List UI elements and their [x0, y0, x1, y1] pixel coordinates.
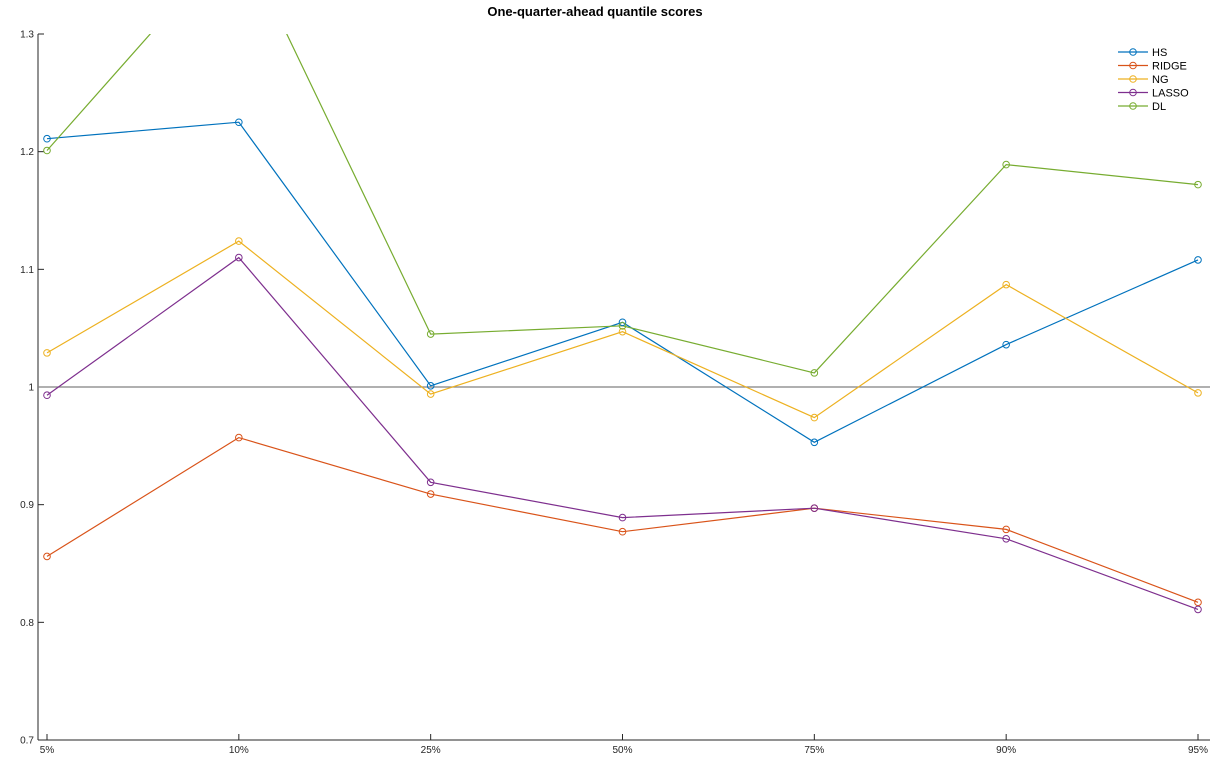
- data-point-dl: [618, 322, 627, 330]
- legend-marker-ridge: [1129, 61, 1137, 70]
- data-point-hs: [235, 118, 243, 127]
- series-line-lasso: [46, 256, 1199, 610]
- legend-label-ridge: RIDGE: [1152, 61, 1187, 73]
- legend-label-ng: NG: [1152, 74, 1169, 86]
- legend-marker-hs: [1129, 48, 1137, 56]
- data-point-ng: [426, 390, 435, 398]
- data-point-ng: [1194, 389, 1202, 397]
- x-tick-label: 95%: [1188, 745, 1208, 756]
- data-point-lasso: [618, 513, 627, 522]
- y-tick-label: 0.8: [20, 618, 34, 629]
- y-tick-label: 0.7: [20, 736, 34, 747]
- data-point-ng: [1002, 280, 1010, 289]
- data-point-ridge: [43, 552, 51, 561]
- data-point-lasso: [43, 391, 51, 400]
- data-point-dl: [1002, 160, 1010, 169]
- data-point-dl: [43, 146, 51, 155]
- x-tick-label: 25%: [421, 745, 441, 756]
- data-point-hs: [618, 318, 627, 327]
- markers-group: [43, 118, 1202, 614]
- data-point-hs: [43, 134, 51, 143]
- data-point-dl: [1194, 180, 1202, 189]
- legend-label-dl: DL: [1152, 101, 1166, 113]
- y-tick-label: 1.3: [20, 30, 34, 41]
- chart-title: One-quarter-ahead quantile scores: [487, 4, 702, 19]
- legend-label-lasso: LASSO: [1152, 88, 1189, 100]
- legend-marker-lasso: [1129, 88, 1137, 97]
- data-point-ng: [235, 237, 243, 245]
- data-point-hs: [810, 438, 819, 447]
- series-line-dl: [46, 34, 1199, 374]
- x-tick-label: 75%: [804, 745, 824, 756]
- x-tick-label: 50%: [612, 745, 632, 756]
- y-tick-label: 1.1: [20, 265, 34, 276]
- x-tick-label: 5%: [40, 745, 55, 756]
- data-point-ridge: [235, 433, 243, 442]
- data-point-ridge: [426, 490, 435, 498]
- y-tick-label: 1.2: [20, 147, 34, 158]
- y-tick-label: 0.9: [20, 500, 34, 511]
- x-tick-label: 90%: [996, 745, 1016, 756]
- legend-label-hs: HS: [1152, 47, 1167, 59]
- data-point-ridge: [1194, 598, 1202, 607]
- data-point-hs: [1194, 256, 1202, 264]
- data-point-dl: [810, 369, 819, 377]
- data-point-ridge: [618, 527, 627, 536]
- data-point-hs: [426, 382, 435, 390]
- series-group: [46, 34, 1199, 610]
- data-point-lasso: [1194, 605, 1202, 614]
- series-line-ridge: [46, 436, 1199, 603]
- data-point-dl: [426, 330, 435, 338]
- data-point-lasso: [426, 478, 435, 487]
- data-point-lasso: [235, 253, 243, 262]
- y-tick-label: 1: [28, 383, 34, 394]
- legend-marker-ng: [1129, 75, 1137, 83]
- series-line-hs: [46, 121, 1199, 443]
- data-point-lasso: [810, 504, 819, 512]
- data-point-ng: [43, 349, 51, 357]
- series-line-ng: [46, 240, 1199, 419]
- data-point-ridge: [1002, 525, 1010, 534]
- axes: 0.7 0.8 0.9 1 1.1 1.2 1.3 5% 10% 25% 50% 75% 90% 95%: [20, 30, 1210, 756]
- data-point-hs: [1002, 340, 1010, 349]
- data-point-ng: [810, 413, 819, 422]
- data-point-lasso: [1002, 534, 1010, 543]
- legend-marker-dl: [1129, 102, 1137, 110]
- x-tick-label: 10%: [229, 745, 249, 756]
- data-point-ng: [618, 327, 627, 336]
